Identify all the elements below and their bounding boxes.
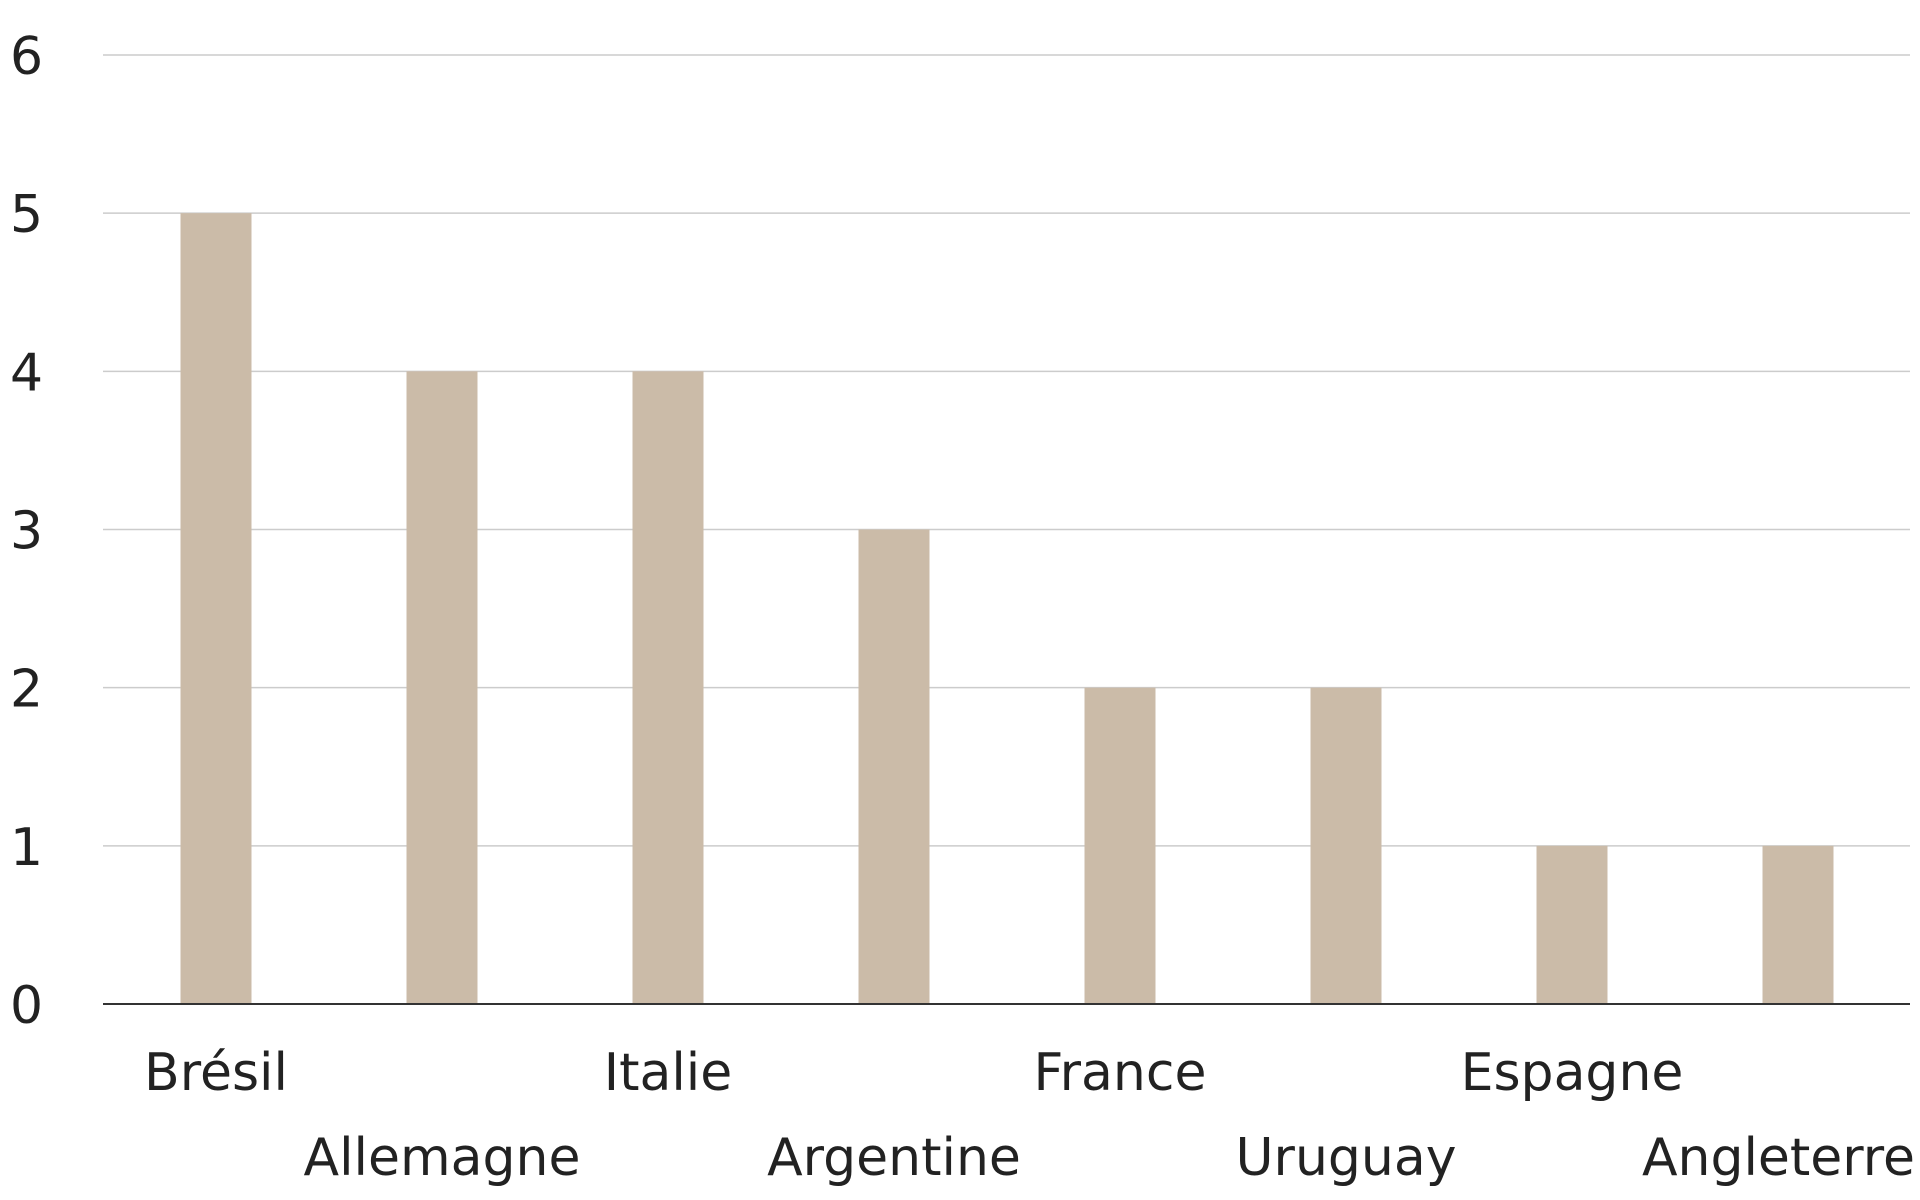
- y-tick-label-4: 4: [10, 343, 43, 403]
- bar-1: [406, 371, 478, 1004]
- x-tick-label-2: Italie: [604, 1043, 732, 1103]
- bar-0: [180, 213, 252, 1004]
- bar-7: [1762, 845, 1834, 1004]
- x-tick-label-6: Espagne: [1461, 1043, 1684, 1103]
- x-tick-label-4: France: [1034, 1043, 1207, 1103]
- y-tick-label-1: 1: [10, 818, 43, 878]
- y-tick-labels: 0 1 2 3 4 5 6: [10, 27, 43, 1036]
- bar-4: [1084, 687, 1156, 1004]
- x-tick-label-0: Brésil: [144, 1043, 288, 1103]
- grid-layer: [103, 54, 1910, 847]
- bar-2: [632, 371, 704, 1004]
- y-tick-label-3: 3: [10, 502, 43, 562]
- x-tick-label-3: Argentine: [767, 1128, 1021, 1188]
- x-tick-label-1: Allemagne: [304, 1128, 581, 1188]
- x-tick-label-7: Angleterre: [1642, 1128, 1915, 1188]
- x-tick-label-5: Uruguay: [1236, 1128, 1457, 1188]
- bar-6: [1536, 845, 1608, 1004]
- bar-layer: [180, 213, 1834, 1004]
- bar-3: [858, 529, 930, 1004]
- y-tick-label-6: 6: [10, 27, 43, 87]
- y-tick-label-0: 0: [10, 976, 43, 1036]
- y-tick-label-2: 2: [10, 660, 43, 720]
- y-tick-label-5: 5: [10, 185, 43, 245]
- bar-5: [1310, 687, 1382, 1004]
